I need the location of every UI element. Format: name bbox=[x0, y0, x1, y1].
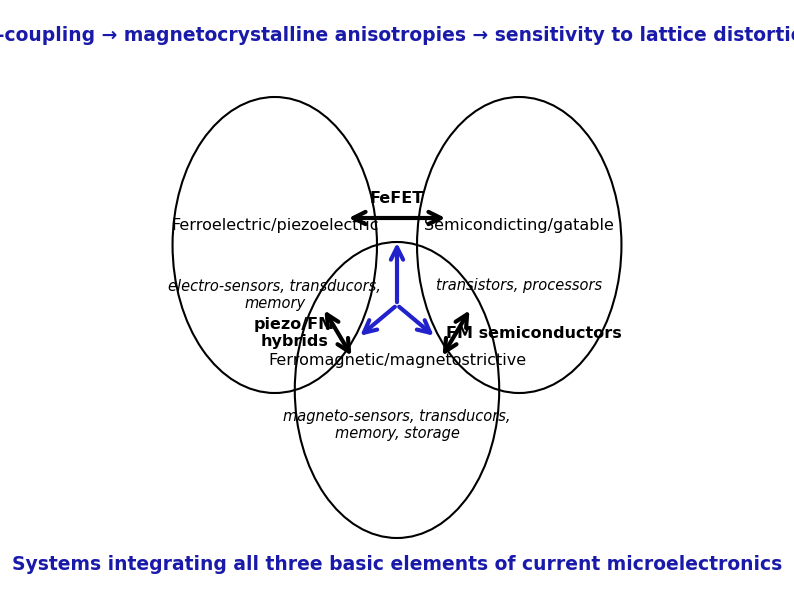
Text: SO-coupling → magnetocrystalline anisotropies → sensitivity to lattice distortio: SO-coupling → magnetocrystalline anisotr… bbox=[0, 26, 794, 45]
Text: Semicondicting/gatable: Semicondicting/gatable bbox=[424, 218, 615, 233]
Text: Ferroelectric/piezoelectric: Ferroelectric/piezoelectric bbox=[171, 218, 379, 233]
Text: Ferromagnetic/magnetostrictive: Ferromagnetic/magnetostrictive bbox=[268, 352, 526, 368]
Text: FeFET: FeFET bbox=[370, 190, 424, 205]
Text: magneto-sensors, transducors,
memory, storage: magneto-sensors, transducors, memory, st… bbox=[283, 409, 511, 441]
Text: transistors, processors: transistors, processors bbox=[436, 277, 603, 293]
Text: electro-sensors, transducors,
memory: electro-sensors, transducors, memory bbox=[168, 279, 381, 311]
Text: piezo/FM
hybrids: piezo/FM hybrids bbox=[253, 317, 334, 349]
Text: FM semiconductors: FM semiconductors bbox=[446, 325, 622, 340]
Text: Systems integrating all three basic elements of current microelectronics: Systems integrating all three basic elem… bbox=[12, 556, 782, 575]
